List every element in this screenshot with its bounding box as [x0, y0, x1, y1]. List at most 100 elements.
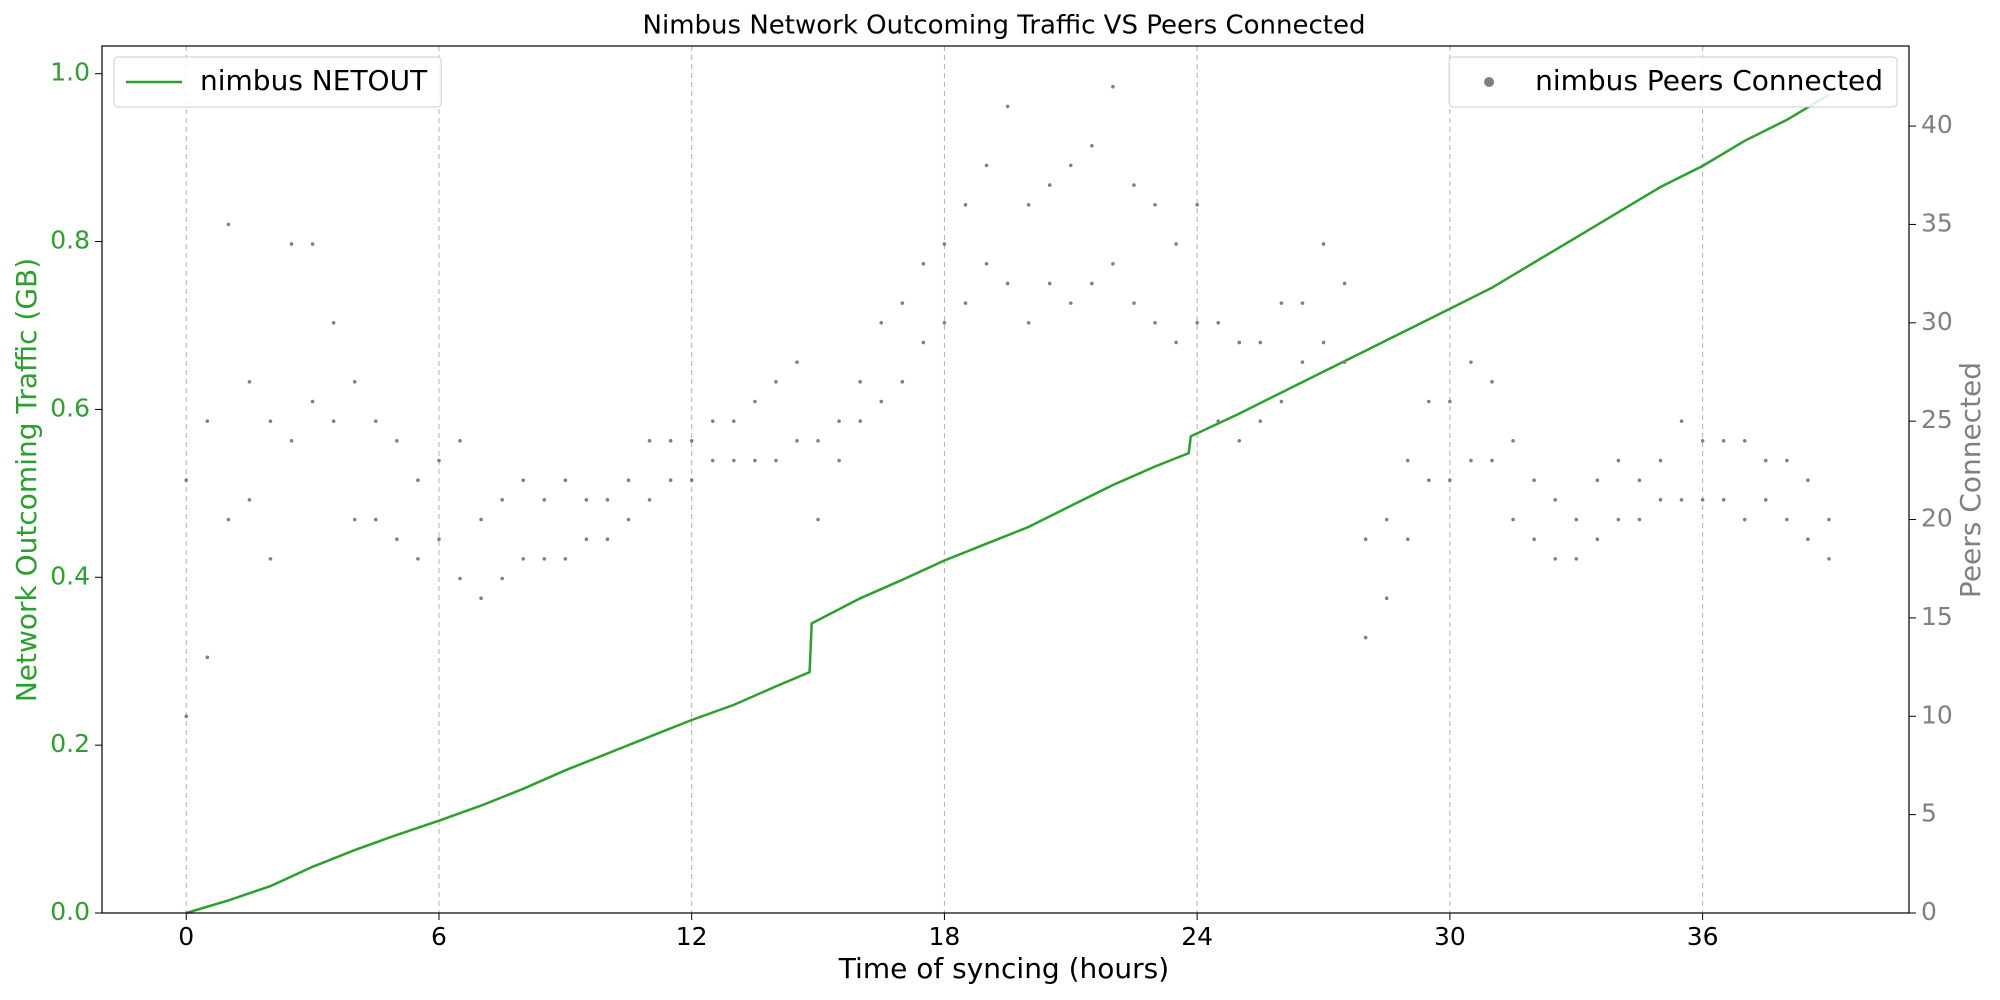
scatter-point	[1827, 557, 1831, 561]
scatter-point	[858, 419, 862, 423]
scatter-point	[605, 537, 610, 542]
y2-tick-label: 20	[1921, 504, 1953, 533]
scatter-point	[437, 537, 441, 542]
scatter-point	[668, 439, 673, 443]
scatter-point	[1637, 478, 1642, 482]
scatter-point	[710, 419, 715, 423]
scatter-point	[289, 242, 294, 246]
scatter-point	[626, 478, 631, 482]
chart-title: Nimbus Network Outcoming Traffic VS Peer…	[643, 11, 1366, 41]
scatter-point	[963, 301, 968, 305]
scatter-point	[373, 419, 378, 423]
scatter-point	[1806, 478, 1810, 482]
x-tick-label: 36	[1687, 922, 1719, 951]
scatter-point	[1005, 281, 1010, 286]
scatter-point	[542, 557, 547, 561]
scatter-point	[1153, 321, 1157, 325]
scatter-point	[521, 478, 526, 482]
plot-frame	[101, 45, 1910, 914]
scatter-point	[1174, 340, 1178, 345]
scatter-point	[205, 419, 210, 423]
line-series	[185, 93, 1830, 915]
scatter-point	[416, 557, 420, 561]
scatter-point	[816, 517, 820, 522]
scatter-point	[1090, 281, 1094, 286]
legend-box	[1448, 56, 1898, 108]
scatter-point	[1111, 261, 1115, 266]
scatter-point	[331, 321, 336, 325]
y-tick-label: 1.0	[50, 58, 90, 87]
y2-tick-label: 15	[1921, 602, 1953, 631]
scatter-point	[1132, 183, 1136, 187]
scatter-point	[247, 498, 252, 502]
scatter-point	[1742, 439, 1747, 443]
scatter-point	[268, 419, 273, 423]
scatter-point	[458, 439, 462, 443]
scatter-point	[1300, 301, 1305, 305]
scatter-point	[732, 458, 736, 463]
scatter-point	[1721, 498, 1726, 502]
scatter-point	[1047, 183, 1052, 187]
scatter-point	[1700, 439, 1705, 443]
scatter-point	[226, 222, 231, 227]
y2-tick-label: 25	[1921, 405, 1953, 434]
scatter-point	[226, 517, 231, 522]
y-tick-label: 0.0	[50, 897, 90, 926]
scatter-point	[1574, 557, 1579, 561]
scatter-point	[1448, 478, 1452, 482]
scatter-point	[1616, 517, 1621, 522]
scatter-point	[1490, 458, 1494, 463]
scatter-point	[437, 458, 441, 463]
scatter-point	[1469, 458, 1473, 463]
scatter-point	[1742, 517, 1747, 522]
scatter-point	[1279, 399, 1284, 404]
scatter-point	[710, 458, 715, 463]
scatter-point	[1511, 439, 1515, 443]
scatter-point	[1216, 321, 1221, 325]
x-axis-label: Time of syncing (hours)	[838, 952, 1169, 985]
scatter-point	[1721, 439, 1726, 443]
scatter-point	[689, 439, 694, 443]
scatter-point	[1427, 478, 1431, 482]
scatter-point	[352, 380, 357, 384]
scatter-point	[900, 301, 905, 305]
scatter-point	[1827, 517, 1831, 522]
scatter-point	[1237, 439, 1242, 443]
scatter-point	[416, 478, 420, 482]
scatter-point	[1405, 537, 1410, 542]
scatter-point	[1595, 537, 1600, 542]
scatter-point	[1532, 478, 1536, 482]
scatter-point	[1448, 399, 1452, 404]
scatter-point	[774, 380, 778, 384]
y-tick-label: 0.2	[50, 729, 90, 758]
scatter-point	[837, 419, 841, 423]
scatter-point	[500, 498, 504, 502]
scatter-point	[1616, 458, 1621, 463]
legend-label: nimbus NETOUT	[200, 64, 428, 97]
legend-box	[113, 56, 442, 108]
scatter-point	[1553, 557, 1557, 561]
scatter-point	[647, 498, 652, 502]
scatter-point	[395, 439, 399, 443]
scatter-point	[584, 537, 589, 542]
scatter-point	[205, 655, 210, 660]
scatter-point	[1026, 202, 1031, 207]
scatter-point	[1384, 517, 1389, 522]
scatter-point	[921, 340, 926, 345]
scatter-point	[1111, 84, 1115, 89]
scatter-point	[1363, 537, 1368, 542]
scatter-point	[1785, 458, 1789, 463]
scatter-point	[1342, 281, 1347, 286]
scatter-point	[689, 478, 694, 482]
x-tick-label: 18	[929, 922, 961, 951]
scatter-point	[1216, 419, 1221, 423]
scatter-point	[1090, 143, 1094, 148]
y-tick-label: 0.8	[50, 226, 90, 255]
scatter-point	[1174, 242, 1178, 246]
legend-swatch	[1484, 77, 1495, 87]
scatter-point	[963, 202, 968, 207]
y2-tick-label: 35	[1921, 208, 1953, 237]
scatter-point	[732, 419, 736, 423]
scatter-point	[1658, 498, 1663, 502]
